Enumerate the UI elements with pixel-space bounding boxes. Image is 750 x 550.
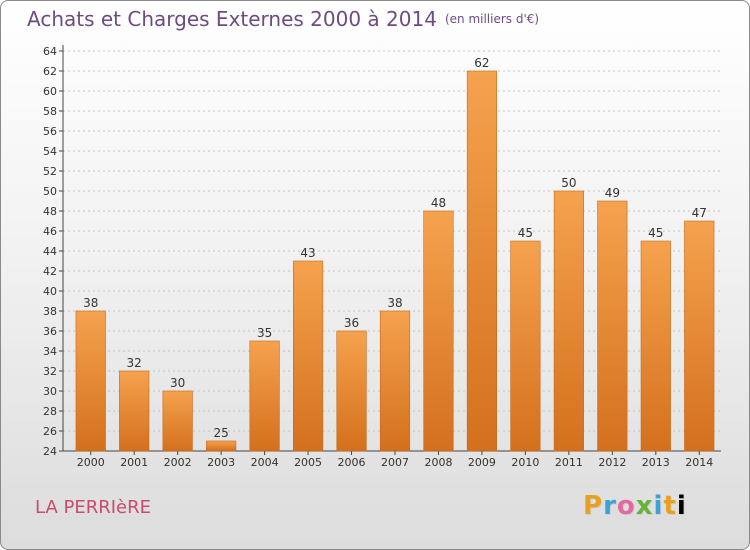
y-tick-label: 50: [43, 185, 57, 198]
chart-title-text: Achats et Charges Externes 2000 à 2014: [27, 7, 437, 31]
value-label: 45: [518, 226, 533, 240]
y-tick-label: 64: [43, 45, 57, 58]
x-tick-label: 2003: [207, 456, 235, 469]
chart-title: Achats et Charges Externes 2000 à 2014 (e…: [27, 7, 539, 31]
y-tick-label: 52: [43, 165, 57, 178]
axes: 24 26 28 30 32 34 36 38 40 42 44 46 48 50 52 54 56 58 60 62…: [43, 45, 721, 469]
bar-2002: [162, 390, 193, 452]
y-tick-label: 54: [43, 145, 57, 158]
bar-2000: [75, 310, 106, 452]
chart-unit: (en milliers d'€): [444, 12, 540, 26]
bar-2014: [684, 220, 715, 452]
y-tick-label: 36: [43, 325, 57, 338]
logo-letter: x: [635, 491, 654, 521]
proxiti-logo: Proxiti: [583, 491, 687, 521]
y-tick-label: 34: [43, 345, 57, 358]
x-tick-label: 2002: [164, 456, 192, 469]
logo-letter: i: [653, 491, 664, 521]
x-tick-label: 2013: [642, 456, 670, 469]
value-label: 30: [170, 376, 185, 390]
x-tick-label: 2008: [424, 456, 452, 469]
x-tick-label: 2006: [338, 456, 366, 469]
y-tick-label: 48: [43, 205, 57, 218]
bar-2004: [249, 340, 280, 452]
x-tick-label: 2011: [555, 456, 583, 469]
y-tick-label: 44: [43, 245, 57, 258]
bar-2001: [119, 370, 150, 452]
x-tick-label: 2009: [468, 456, 496, 469]
bars: 38 32 30 25 35 43 36 38 48 62 45 50 49 45 47: [75, 56, 715, 452]
y-tick-label: 30: [43, 385, 57, 398]
bar-2005: [292, 260, 324, 452]
x-tick-label: 2007: [381, 456, 409, 469]
y-tick-label: 24: [43, 445, 57, 458]
y-tick-label: 46: [43, 225, 57, 238]
x-tick-label: 2012: [598, 456, 626, 469]
x-tick-label: 2004: [251, 456, 279, 469]
location-name: LA PERRIèRE: [35, 497, 151, 518]
y-tick-label: 42: [43, 265, 57, 278]
bar-2003: [206, 440, 237, 452]
bar-2013: [640, 240, 671, 452]
y-tick-label: 40: [43, 285, 57, 298]
value-label: 36: [344, 316, 359, 330]
value-label: 35: [257, 326, 272, 340]
value-label: 62: [474, 56, 489, 70]
value-label: 48: [431, 196, 446, 210]
y-tick-label: 56: [43, 125, 57, 138]
value-label: 38: [83, 296, 98, 310]
logo-letter: r: [603, 491, 617, 521]
logo-letter: P: [583, 491, 604, 521]
y-tick-label: 28: [43, 405, 57, 418]
bar-2011: [553, 190, 584, 452]
x-tick-label: 2000: [77, 456, 105, 469]
value-label: 25: [213, 426, 228, 440]
value-label: 38: [387, 296, 402, 310]
x-tick-label: 2014: [685, 456, 713, 469]
logo-letter: t: [663, 491, 677, 521]
value-label: 50: [561, 176, 576, 190]
value-label: 47: [692, 206, 707, 220]
x-tick-label: 2010: [511, 456, 539, 469]
value-label: 32: [127, 356, 142, 370]
y-tick-label: 62: [43, 65, 57, 78]
logo-letter: i: [676, 491, 687, 521]
bar-2006: [336, 330, 367, 452]
logo-letter: o: [616, 491, 636, 521]
value-label: 43: [300, 246, 315, 260]
y-tick-label: 32: [43, 365, 57, 378]
value-label: 45: [648, 226, 663, 240]
x-tick-label: 2005: [294, 456, 322, 469]
bar-2009: [466, 70, 498, 452]
y-tick-label: 58: [43, 105, 57, 118]
bar-2008: [423, 210, 454, 452]
bar-2007: [379, 310, 411, 452]
y-tick-label: 26: [43, 425, 57, 438]
value-label: 49: [605, 186, 620, 200]
bar-2010: [510, 240, 541, 452]
x-tick-label: 2001: [120, 456, 148, 469]
bar-2012: [597, 200, 628, 452]
y-tick-label: 60: [43, 85, 57, 98]
y-tick-label: 38: [43, 305, 57, 318]
